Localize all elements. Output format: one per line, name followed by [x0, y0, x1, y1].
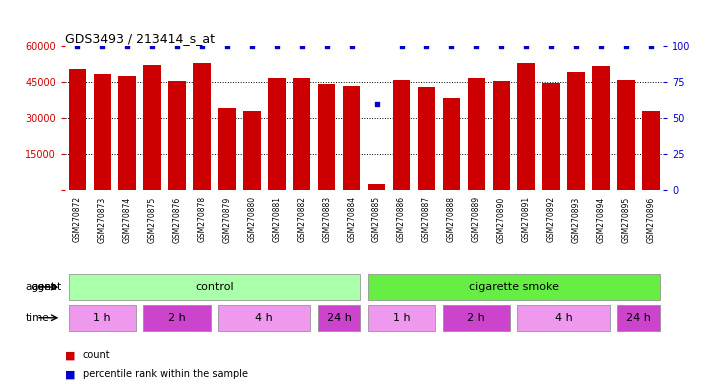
Bar [318, 84, 335, 190]
Bar [218, 305, 311, 331]
Bar [118, 76, 136, 190]
Point [420, 43, 432, 49]
Text: GDS3493 / 213414_s_at: GDS3493 / 213414_s_at [65, 32, 215, 45]
Point [596, 43, 607, 49]
Point [97, 43, 108, 49]
Bar [567, 73, 585, 190]
Point [396, 43, 407, 49]
Bar [268, 78, 286, 190]
Bar [68, 305, 136, 331]
Bar [143, 65, 161, 190]
Text: agent: agent [31, 282, 61, 292]
Text: cigarette smoke: cigarette smoke [469, 282, 559, 292]
Bar [143, 305, 211, 331]
Point [71, 43, 83, 49]
Text: 24 h: 24 h [327, 313, 352, 323]
Text: ■: ■ [65, 369, 76, 379]
Bar [193, 63, 211, 190]
Bar [343, 86, 360, 190]
Bar [94, 74, 111, 190]
Bar [243, 111, 260, 190]
Point [471, 43, 482, 49]
Bar [393, 79, 410, 190]
Bar [492, 81, 510, 190]
Text: 24 h: 24 h [626, 313, 651, 323]
Point [172, 43, 183, 49]
Bar [368, 184, 385, 190]
Bar [642, 111, 660, 190]
Bar [468, 78, 485, 190]
Bar [169, 81, 186, 190]
Text: 1 h: 1 h [393, 313, 410, 323]
Text: 2 h: 2 h [168, 313, 186, 323]
Bar [417, 87, 435, 190]
Bar [592, 66, 610, 190]
Bar [617, 305, 660, 331]
Text: 1 h: 1 h [94, 313, 111, 323]
Point [221, 43, 233, 49]
Bar [617, 79, 634, 190]
Bar [368, 305, 435, 331]
Point [495, 43, 507, 49]
Text: 4 h: 4 h [554, 313, 572, 323]
Point [121, 43, 133, 49]
Point [271, 43, 283, 49]
Text: ■: ■ [65, 350, 76, 360]
Point [146, 43, 158, 49]
Point [545, 43, 557, 49]
Point [371, 101, 382, 107]
Point [296, 43, 308, 49]
Bar [218, 108, 236, 190]
Bar [293, 78, 311, 190]
Point [446, 43, 457, 49]
Point [645, 43, 657, 49]
Text: control: control [195, 282, 234, 292]
Bar [68, 274, 360, 300]
Bar [68, 69, 86, 190]
Point [620, 43, 632, 49]
Bar [518, 305, 610, 331]
Point [346, 43, 358, 49]
Bar [518, 63, 535, 190]
Bar [368, 274, 660, 300]
Point [246, 43, 257, 49]
Point [521, 43, 532, 49]
Text: 4 h: 4 h [255, 313, 273, 323]
Text: 2 h: 2 h [467, 313, 485, 323]
Text: agent: agent [25, 282, 56, 292]
Point [570, 43, 582, 49]
Bar [443, 98, 460, 190]
Bar [443, 305, 510, 331]
Text: percentile rank within the sample: percentile rank within the sample [83, 369, 248, 379]
Text: time: time [25, 313, 49, 323]
Bar [542, 83, 559, 190]
Point [321, 43, 332, 49]
Text: count: count [83, 350, 110, 360]
Point [196, 43, 208, 49]
Bar [318, 305, 360, 331]
